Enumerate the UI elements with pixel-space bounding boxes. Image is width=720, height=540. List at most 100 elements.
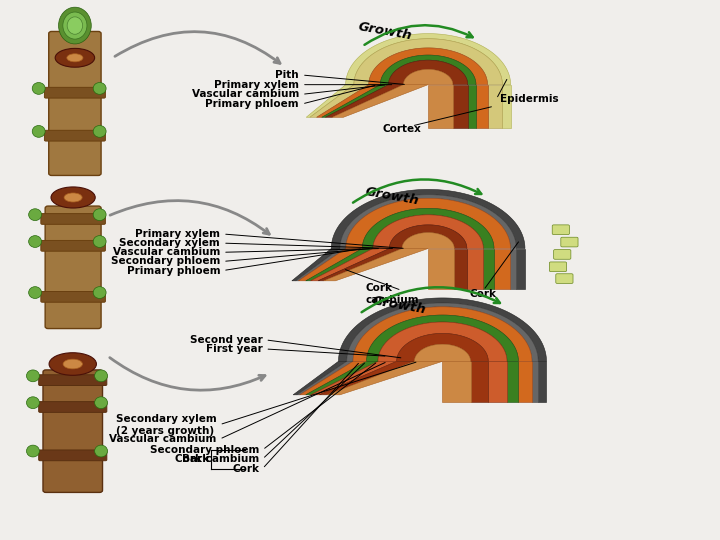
Ellipse shape (67, 17, 83, 34)
Ellipse shape (51, 187, 95, 208)
Text: Pith: Pith (276, 70, 299, 80)
Text: Cork
cambium: Cork cambium (366, 284, 419, 305)
Polygon shape (306, 248, 373, 281)
Ellipse shape (94, 397, 107, 409)
Text: Cork cambium: Cork cambium (176, 454, 260, 464)
Polygon shape (298, 248, 362, 281)
Polygon shape (467, 248, 483, 289)
Polygon shape (322, 85, 389, 117)
Polygon shape (453, 85, 468, 127)
Polygon shape (510, 248, 516, 289)
FancyBboxPatch shape (45, 87, 105, 98)
Text: Cortex: Cortex (382, 124, 421, 134)
Polygon shape (454, 248, 467, 289)
Polygon shape (397, 333, 488, 361)
Text: First year: First year (207, 344, 264, 354)
Polygon shape (389, 60, 468, 85)
Polygon shape (306, 85, 354, 117)
Text: Primary phloem: Primary phloem (205, 99, 299, 109)
Ellipse shape (27, 397, 40, 409)
Ellipse shape (93, 125, 106, 137)
Polygon shape (443, 361, 471, 402)
Text: Growth: Growth (364, 185, 420, 207)
Polygon shape (306, 361, 378, 395)
Polygon shape (366, 315, 518, 361)
Polygon shape (476, 85, 487, 127)
FancyBboxPatch shape (549, 262, 567, 272)
Ellipse shape (27, 370, 40, 382)
Polygon shape (532, 361, 538, 402)
Polygon shape (332, 85, 428, 117)
Text: Epidermis: Epidermis (500, 94, 559, 104)
Text: Secondary xylem: Secondary xylem (120, 238, 220, 248)
Ellipse shape (93, 235, 106, 247)
Polygon shape (296, 248, 346, 281)
Text: Cork: Cork (233, 464, 260, 474)
Polygon shape (325, 85, 403, 117)
FancyBboxPatch shape (556, 274, 573, 284)
Text: Secondary phloem: Secondary phloem (150, 445, 260, 455)
Polygon shape (373, 215, 483, 248)
Ellipse shape (49, 353, 96, 375)
Ellipse shape (32, 83, 45, 94)
Text: Second year: Second year (190, 335, 264, 345)
FancyBboxPatch shape (561, 237, 578, 247)
Polygon shape (390, 225, 467, 248)
Polygon shape (292, 248, 340, 281)
Polygon shape (503, 85, 510, 127)
Polygon shape (428, 248, 454, 289)
Ellipse shape (29, 235, 42, 247)
Ellipse shape (63, 12, 87, 39)
Text: Secondary xylem
(2 years growth): Secondary xylem (2 years growth) (116, 414, 217, 436)
Polygon shape (494, 248, 510, 289)
Ellipse shape (55, 49, 94, 67)
Ellipse shape (94, 370, 107, 382)
Text: Primary phloem: Primary phloem (127, 266, 220, 275)
Polygon shape (320, 361, 415, 395)
Ellipse shape (93, 209, 106, 220)
Polygon shape (346, 198, 510, 248)
FancyBboxPatch shape (41, 240, 105, 251)
Polygon shape (318, 248, 402, 281)
Polygon shape (487, 85, 503, 127)
Ellipse shape (27, 445, 40, 457)
Polygon shape (346, 33, 510, 85)
Ellipse shape (58, 7, 91, 44)
Text: Vascular cambium: Vascular cambium (192, 89, 299, 99)
Ellipse shape (32, 125, 45, 137)
Polygon shape (310, 248, 390, 281)
Polygon shape (324, 248, 428, 281)
Polygon shape (340, 195, 516, 248)
Text: Growth: Growth (372, 294, 428, 316)
Polygon shape (428, 85, 453, 127)
Polygon shape (338, 298, 546, 361)
Polygon shape (380, 55, 476, 85)
Polygon shape (328, 361, 443, 395)
FancyBboxPatch shape (49, 31, 101, 176)
Polygon shape (378, 322, 507, 361)
Polygon shape (488, 361, 507, 402)
FancyBboxPatch shape (41, 214, 105, 224)
FancyBboxPatch shape (554, 249, 571, 259)
Polygon shape (300, 361, 366, 395)
FancyBboxPatch shape (43, 370, 102, 492)
Text: Secondary phloem: Secondary phloem (111, 256, 220, 266)
Polygon shape (483, 248, 494, 289)
Polygon shape (369, 48, 487, 85)
FancyBboxPatch shape (39, 450, 107, 461)
Ellipse shape (67, 54, 83, 62)
Text: Primary xylem: Primary xylem (214, 80, 299, 90)
Text: Growth: Growth (357, 20, 413, 42)
Polygon shape (507, 361, 518, 402)
Polygon shape (293, 361, 347, 395)
Polygon shape (347, 303, 538, 361)
Polygon shape (518, 361, 532, 402)
Text: Vascular cambium: Vascular cambium (113, 247, 220, 257)
FancyBboxPatch shape (45, 206, 101, 328)
FancyBboxPatch shape (552, 225, 570, 234)
Polygon shape (362, 208, 494, 248)
Polygon shape (471, 361, 488, 402)
Text: Vascular cambium: Vascular cambium (109, 434, 217, 444)
FancyBboxPatch shape (39, 375, 107, 386)
Polygon shape (297, 361, 353, 395)
